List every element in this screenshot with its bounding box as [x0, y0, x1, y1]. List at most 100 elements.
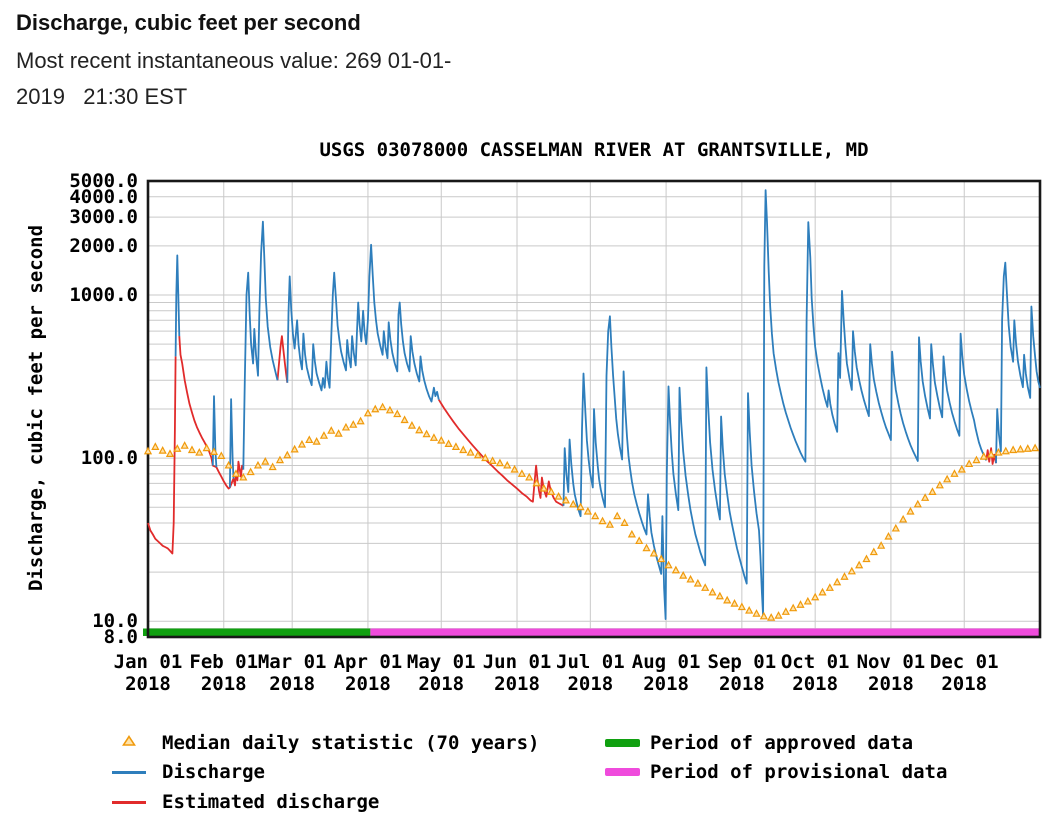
- median-statistic-marker: [921, 493, 930, 501]
- median-statistic-marker: [561, 495, 570, 504]
- median-statistic-marker: [671, 565, 680, 574]
- median-statistic-marker: [407, 421, 417, 429]
- median-statistic-marker: [151, 442, 160, 450]
- median-statistic-marker: [393, 409, 402, 418]
- discharge-line-icon: [112, 771, 146, 774]
- median-statistic-marker: [246, 467, 255, 476]
- x-tick-label: Jun 01 2018: [482, 651, 552, 695]
- median-statistic-marker: [473, 450, 483, 459]
- median-statistic-marker: [253, 460, 263, 469]
- median-statistic-marker: [576, 502, 585, 511]
- median-statistic-marker: [422, 429, 431, 438]
- median-statistic-marker: [869, 547, 878, 556]
- median-statistic-marker: [275, 455, 285, 464]
- median-statistic-marker: [745, 606, 754, 614]
- median-statistic-marker: [363, 408, 373, 417]
- median-statistic-marker: [686, 574, 695, 583]
- x-tick-label: Jul 01 2018: [556, 651, 625, 695]
- median-statistic-marker: [437, 435, 446, 444]
- median-statistic-marker: [503, 460, 512, 469]
- median-statistic-marker: [569, 499, 578, 508]
- legend-label-approved: Period of approved data: [650, 732, 914, 754]
- median-statistic-marker: [620, 518, 629, 526]
- median-statistic-marker: [583, 506, 592, 515]
- median-statistic-marker: [855, 560, 864, 569]
- median-statistic-marker: [935, 480, 944, 489]
- median-statistic-marker: [708, 587, 717, 596]
- median-statistic-marker: [187, 445, 197, 454]
- discharge-line: [995, 261, 1041, 464]
- median-statistic-marker: [979, 452, 988, 460]
- median-statistic-marker: [715, 591, 724, 600]
- median-statistic-marker: [1001, 446, 1010, 455]
- median-statistic-marker: [928, 487, 937, 495]
- y-tick-label: 5000.0: [69, 170, 138, 192]
- median-statistic-marker: [158, 446, 167, 454]
- median-statistic-marker: [451, 442, 461, 450]
- median-statistic-marker: [987, 449, 996, 458]
- median-statistic-marker: [283, 450, 292, 459]
- median-statistic-marker: [1031, 443, 1040, 452]
- median-statistic-marker: [693, 578, 702, 587]
- estimated-discharge-line: [276, 335, 289, 383]
- y-tick-label: 8.0: [103, 626, 138, 648]
- median-statistic-marker: [657, 554, 666, 563]
- median-statistic-marker: [143, 446, 153, 455]
- median-statistic-marker: [803, 596, 812, 605]
- x-tick-label: Oct 01 2018: [780, 651, 850, 695]
- y-tick-label: 1000.0: [69, 284, 138, 306]
- median-statistic-marker: [356, 416, 365, 425]
- median-statistic-marker: [723, 595, 732, 604]
- x-tick-label: Jan 01 2018: [113, 651, 183, 695]
- estimated-discharge-line: [178, 336, 245, 490]
- discharge-line: [562, 189, 988, 620]
- discharge-line: [286, 243, 440, 403]
- x-tick-label: Sep 01 2018: [707, 651, 777, 695]
- median-statistic-marker: [385, 405, 395, 414]
- median-statistic-marker: [217, 451, 226, 460]
- x-tick-label: Aug 01 2018: [631, 651, 701, 695]
- estimated-line-icon: [112, 801, 146, 804]
- median-statistic-marker: [862, 554, 871, 563]
- median-statistic-marker: [466, 447, 475, 456]
- median-statistic-marker: [642, 543, 651, 552]
- median-statistic-marker: [649, 548, 658, 557]
- median-statistic-marker: [495, 458, 505, 467]
- legend-label-estimated: Estimated discharge: [162, 791, 380, 813]
- y-tick-label: 3000.0: [69, 206, 138, 229]
- y-tick-label: 100.0: [80, 447, 138, 470]
- legend-label-discharge: Discharge: [162, 761, 265, 783]
- median-statistic-marker: [1016, 444, 1025, 453]
- median-statistic-marker: [202, 443, 211, 452]
- median-statistic-marker: [891, 523, 900, 532]
- median-statistic-marker: [195, 447, 204, 456]
- chart-title: USGS 03078000 CASSELMAN RIVER AT GRANTSV…: [319, 139, 869, 161]
- x-tick-label: May 01 2018: [406, 651, 476, 695]
- median-statistic-marker: [627, 529, 636, 538]
- legend-label-provisional: Period of provisional data: [650, 761, 948, 783]
- discharge-line: [229, 398, 235, 488]
- median-statistic-marker: [224, 460, 233, 469]
- median-statistic-marker: [752, 609, 761, 617]
- median-statistic-marker: [635, 536, 644, 545]
- median-statistic-marker: [605, 520, 614, 528]
- median-statistic-marker: [305, 435, 314, 444]
- median-statistic-marker: [297, 439, 307, 448]
- x-tick-label: Mar 01 2018: [257, 651, 327, 695]
- x-tick-label: Apr 01 2018: [333, 651, 403, 695]
- median-statistic-marker: [429, 433, 439, 441]
- median-statistic-marker: [774, 611, 783, 619]
- median-statistic-marker: [840, 572, 849, 580]
- median-statistic-marker: [268, 462, 277, 471]
- median-statistic-marker: [334, 429, 343, 437]
- median-statistic-marker: [554, 492, 563, 500]
- provisional-period-icon: [605, 768, 640, 776]
- median-statistic-marker: [701, 583, 710, 591]
- y-tick-label: 10.0: [92, 610, 138, 633]
- median-statistic-marker: [679, 571, 688, 579]
- median-statistic-marker: [833, 577, 842, 586]
- median-statistic-marker: [767, 613, 776, 621]
- parameter-name: Discharge, cubic feet per second: [16, 10, 361, 35]
- median-statistic-marker: [261, 457, 270, 465]
